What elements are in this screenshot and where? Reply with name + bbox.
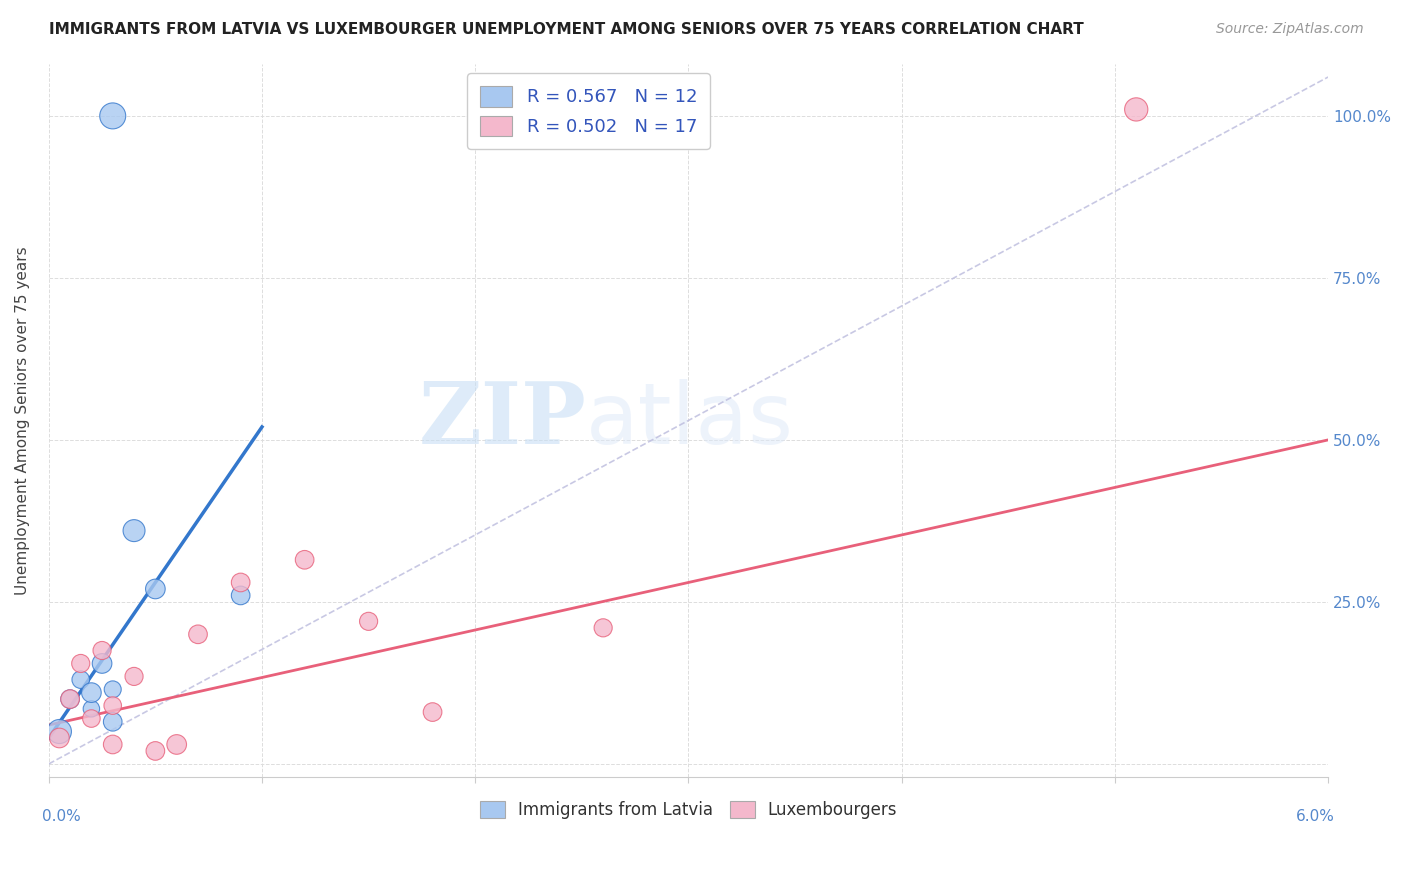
Point xyxy=(80,685,103,699)
Point xyxy=(101,714,124,729)
Text: 0.0%: 0.0% xyxy=(42,809,82,824)
Point xyxy=(69,657,91,671)
Point xyxy=(294,553,316,567)
Point xyxy=(592,621,614,635)
Text: ZIP: ZIP xyxy=(419,378,586,462)
Point xyxy=(166,738,188,752)
Point xyxy=(80,702,103,716)
Point xyxy=(145,744,167,758)
Text: 6.0%: 6.0% xyxy=(1296,809,1334,824)
Text: atlas: atlas xyxy=(586,379,794,462)
Y-axis label: Unemployment Among Seniors over 75 years: Unemployment Among Seniors over 75 years xyxy=(15,246,30,595)
Point xyxy=(101,109,124,123)
Point xyxy=(101,738,124,752)
Point xyxy=(80,712,103,726)
Point xyxy=(422,705,444,719)
Point xyxy=(48,731,70,745)
Point xyxy=(357,615,380,629)
Point xyxy=(187,627,209,641)
Point xyxy=(122,524,145,538)
Point xyxy=(145,582,167,596)
Point xyxy=(91,657,114,671)
Point xyxy=(1125,103,1147,117)
Point xyxy=(59,692,82,706)
Point xyxy=(101,682,124,697)
Text: IMMIGRANTS FROM LATVIA VS LUXEMBOURGER UNEMPLOYMENT AMONG SENIORS OVER 75 YEARS : IMMIGRANTS FROM LATVIA VS LUXEMBOURGER U… xyxy=(49,22,1084,37)
Point xyxy=(101,698,124,713)
Point xyxy=(122,669,145,683)
Point xyxy=(48,724,70,739)
Legend: Immigrants from Latvia, Luxembourgers: Immigrants from Latvia, Luxembourgers xyxy=(472,794,904,826)
Point xyxy=(59,692,82,706)
Point xyxy=(229,575,252,590)
Point xyxy=(69,673,91,687)
Point xyxy=(91,643,114,657)
Text: Source: ZipAtlas.com: Source: ZipAtlas.com xyxy=(1216,22,1364,37)
Point xyxy=(229,589,252,603)
